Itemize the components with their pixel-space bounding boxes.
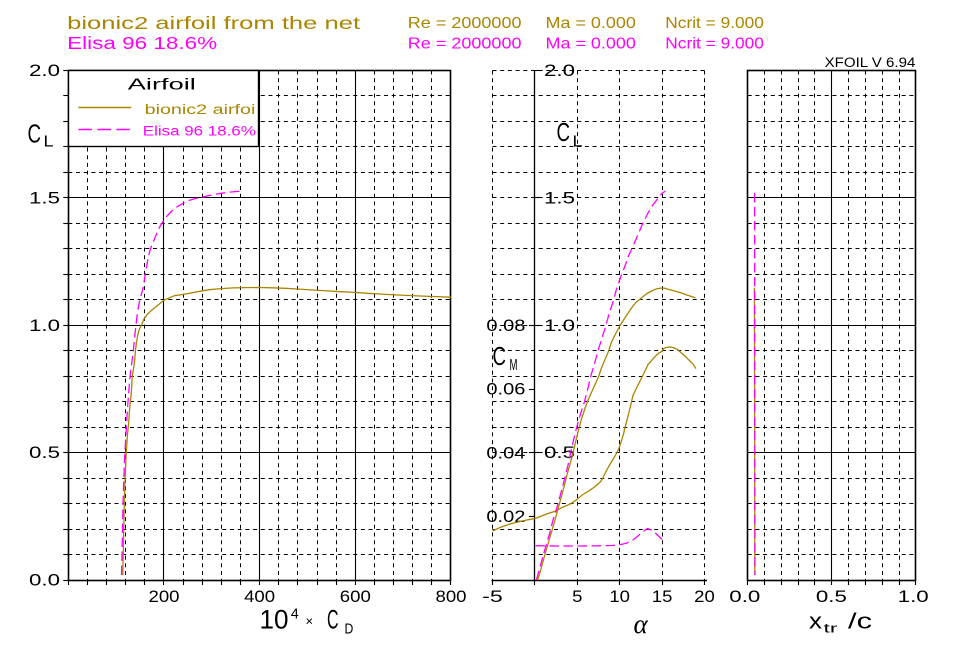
svg-text:600: 600 bbox=[340, 587, 371, 606]
svg-text:20: 20 bbox=[694, 587, 715, 606]
svg-text:D: D bbox=[345, 621, 354, 638]
svg-text:L: L bbox=[44, 134, 54, 151]
svg-text:2.0: 2.0 bbox=[29, 61, 60, 80]
svg-text:M: M bbox=[510, 357, 518, 374]
svg-text:1.0: 1.0 bbox=[898, 587, 929, 606]
svg-text:Elisa 96 18.6%: Elisa 96 18.6% bbox=[67, 33, 217, 53]
svg-text:/c: /c bbox=[848, 609, 872, 634]
svg-text:0.0: 0.0 bbox=[29, 571, 60, 590]
svg-text:-5: -5 bbox=[482, 587, 503, 606]
svg-text:0.5: 0.5 bbox=[544, 443, 575, 462]
svg-text:0.5: 0.5 bbox=[29, 443, 60, 462]
svg-text:Re = 2000000: Re = 2000000 bbox=[408, 15, 522, 32]
svg-text:5: 5 bbox=[572, 587, 582, 606]
svg-text:Ncrit = 9.000: Ncrit = 9.000 bbox=[665, 36, 764, 53]
svg-text:0.02: 0.02 bbox=[486, 507, 525, 526]
svg-text:C: C bbox=[28, 119, 42, 149]
svg-text:x: x bbox=[809, 609, 822, 634]
svg-text:200: 200 bbox=[149, 587, 180, 606]
svg-text:1.0: 1.0 bbox=[544, 316, 575, 335]
svg-text:Ma = 0.000: Ma = 0.000 bbox=[546, 36, 637, 53]
svg-text:0.06: 0.06 bbox=[486, 380, 525, 399]
svg-text:10: 10 bbox=[609, 587, 630, 606]
svg-text:2.0: 2.0 bbox=[544, 61, 575, 80]
svg-text:0.08: 0.08 bbox=[486, 316, 525, 335]
svg-text:0.04: 0.04 bbox=[486, 443, 525, 462]
svg-text:C: C bbox=[327, 605, 339, 635]
svg-text:15: 15 bbox=[652, 587, 673, 606]
svg-text:XFOIL V 6.94: XFOIL V 6.94 bbox=[825, 55, 916, 70]
svg-text:Airfoil: Airfoil bbox=[128, 76, 196, 93]
svg-text:0.0: 0.0 bbox=[729, 587, 760, 606]
svg-text:800: 800 bbox=[436, 587, 467, 606]
svg-text:C: C bbox=[493, 341, 507, 371]
svg-text:α: α bbox=[634, 609, 649, 639]
svg-text:4: 4 bbox=[291, 606, 299, 623]
svg-text:L: L bbox=[573, 134, 583, 151]
svg-text:0.5: 0.5 bbox=[816, 587, 847, 606]
svg-text:Ncrit = 9.000: Ncrit = 9.000 bbox=[665, 15, 764, 32]
svg-text:1.5: 1.5 bbox=[544, 189, 575, 208]
svg-text:400: 400 bbox=[244, 587, 275, 606]
svg-text:1.5: 1.5 bbox=[29, 189, 60, 208]
svg-text:1.0: 1.0 bbox=[29, 316, 60, 335]
svg-text:10: 10 bbox=[260, 605, 289, 635]
svg-text:C: C bbox=[557, 117, 571, 147]
svg-text:Re = 2000000: Re = 2000000 bbox=[408, 36, 522, 53]
svg-text:Elisa 96 18.6%: Elisa 96 18.6% bbox=[143, 124, 256, 139]
svg-text:tr: tr bbox=[824, 621, 839, 636]
svg-text:×: × bbox=[306, 614, 314, 629]
svg-text:bionic2 airfoi: bionic2 airfoi bbox=[145, 102, 256, 117]
svg-text:Ma = 0.000: Ma = 0.000 bbox=[546, 15, 637, 32]
svg-text:bionic2 airfoil from the net: bionic2 airfoil from the net bbox=[67, 13, 360, 33]
